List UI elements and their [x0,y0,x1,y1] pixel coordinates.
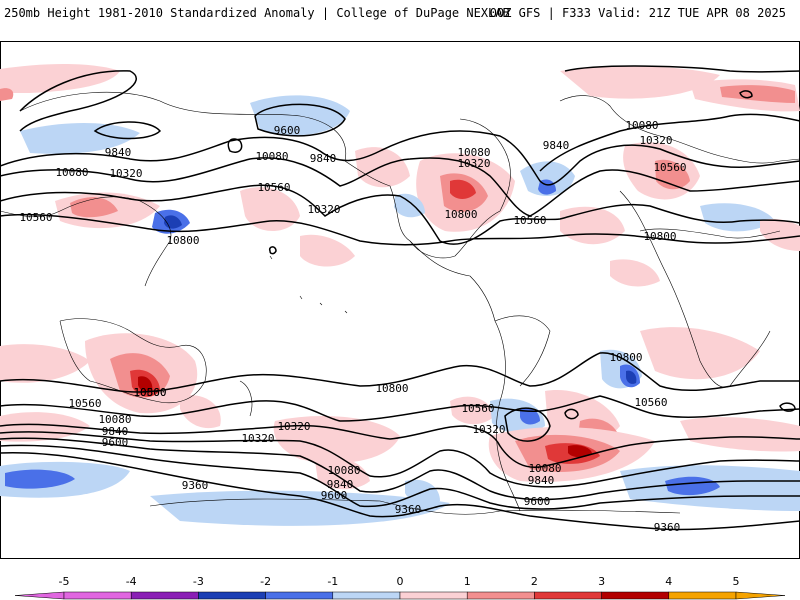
colorbar-tick-label: 1 [464,575,471,588]
contour-label: 10560 [634,396,667,409]
height-contours [0,65,800,531]
contour-label: 10800 [609,351,642,364]
contour-label: 9600 [274,124,301,137]
colorbar-tick-label: 0 [397,575,404,588]
model-valid-time: 00Z GFS | F333 Valid: 21Z TUE APR 08 202… [489,6,786,20]
anomaly-shading [0,64,800,526]
colorbar-bin [14,591,65,600]
contour-label: 9360 [395,503,422,516]
contour-label: 10080 [528,462,561,475]
contour-label: 9600 [321,489,348,502]
contour-label: 10320 [307,203,340,216]
colorbar-bin [534,591,602,600]
contour-label: 9360 [182,479,209,492]
colorbar-bin [735,591,786,600]
contour-label: 9840 [310,152,337,165]
contour-label: 10320 [639,134,672,147]
contour-label: 10320 [109,167,142,180]
colorbar-bin [332,591,401,600]
contour-label: 10800 [375,382,408,395]
colorbar-tick-label: -4 [126,575,137,588]
colorbar-tick-label: 2 [531,575,538,588]
contour-label: 10320 [277,420,310,433]
colorbar-tick-label: 4 [665,575,672,588]
contour-label: 10560 [19,211,52,224]
contour-label: 10560 [461,402,494,415]
colorbar-bin [399,591,468,600]
contour-label: 9840 [105,146,132,159]
contour-label: 9600 [524,495,551,508]
contour-label: 9840 [528,474,555,487]
colorbar-bin [130,591,199,600]
contour-label: 10800 [643,230,676,243]
colorbar-tick-label: -3 [193,575,204,588]
contour-label: 10320 [241,432,274,445]
colorbar-tick-label: -1 [327,575,338,588]
contour-label: 10800 [133,386,166,399]
contour-label: 9840 [543,139,570,152]
contour-label: 10800 [166,234,199,247]
contour-label: 10560 [257,181,290,194]
map-title: 250mb Height 1981-2010 Standardized Anom… [4,6,510,20]
colorbar-bin [601,591,670,600]
contour-label: 10080 [255,150,288,163]
contour-label: 10320 [472,423,505,436]
contour-label: 10560 [68,397,101,410]
contour-label: 10080 [457,146,490,159]
contour-label: 10560 [133,386,166,399]
contour-label: 9600 [102,436,129,449]
colorbar-tick-label: 5 [733,575,740,588]
contour-label: 10080 [327,464,360,477]
contour-label: 9840 [327,478,354,491]
colorbar-tick-label: -2 [260,575,271,588]
colorbar: -5 -4 -3 -2 -1 0 1 2 3 4 5 [14,575,786,600]
anomaly-map: 9600 9840 9840 10080 10080 10320 10560 1… [0,41,800,559]
colorbar-bin [668,591,737,600]
contour-label: 10560 [513,214,546,227]
contour-label: 9840 [102,425,129,438]
contour-label: 10560 [653,161,686,174]
colorbar-bin [63,591,132,600]
colorbar-bin [265,591,334,600]
contour-labels: 9600 9840 9840 10080 10080 10320 10560 1… [19,119,686,534]
contour-label: 10320 [457,157,490,170]
contour-label: 10080 [55,166,88,179]
colorbar-tick-label: 3 [598,575,605,588]
contour-label: 10080 [98,413,131,426]
contour-label: 10800 [444,208,477,221]
contour-label: 9360 [654,521,681,534]
colorbar-bins [14,591,786,600]
colorbar-bin [466,591,535,600]
colorbar-bin [198,591,266,600]
colorbar-ticks: -5 -4 -3 -2 -1 0 1 2 3 4 5 [59,575,740,588]
colorbar-tick-label: -5 [59,575,70,588]
contour-label: 10080 [625,119,658,132]
